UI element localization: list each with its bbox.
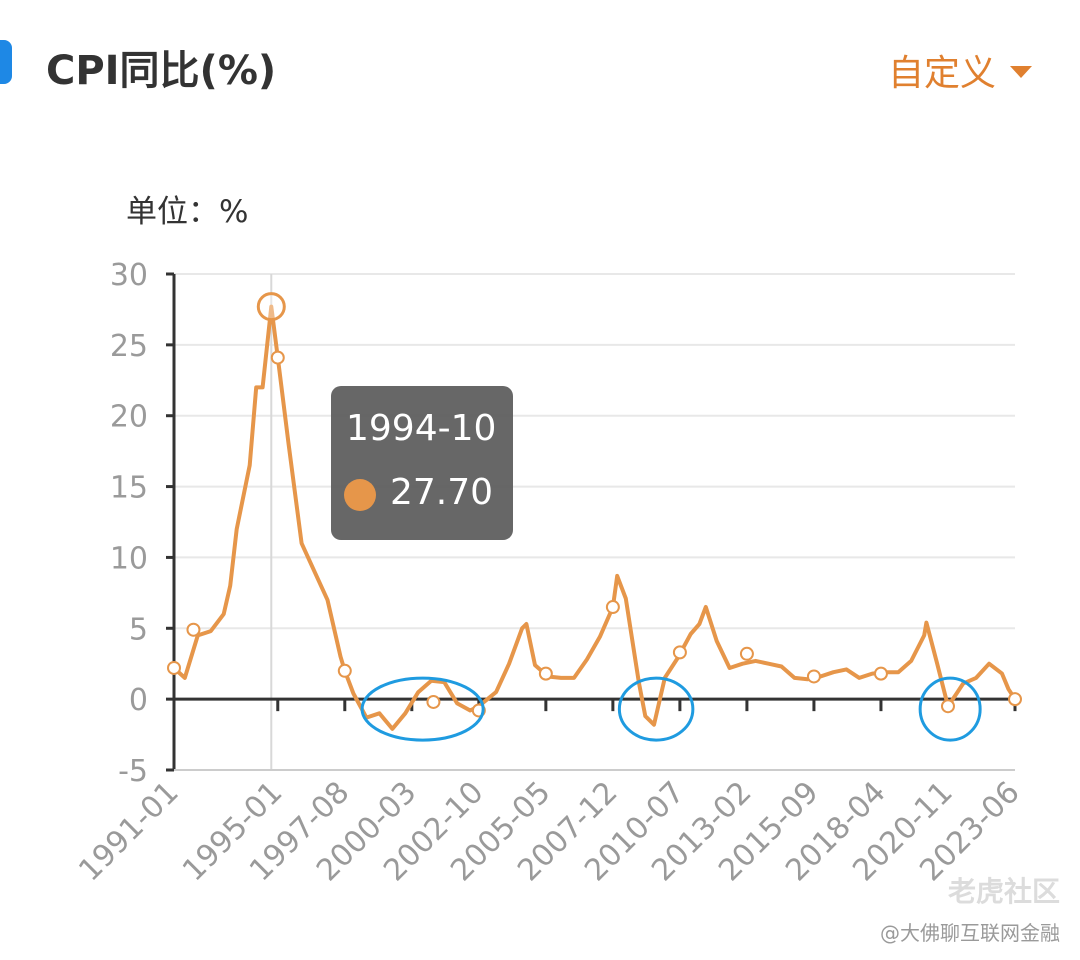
data-point-marker	[337, 663, 352, 678]
data-point-marker	[873, 666, 888, 681]
data-point-marker	[806, 669, 821, 684]
data-point-marker	[270, 350, 285, 365]
data-point-marker	[605, 600, 620, 615]
data-point-marker	[739, 646, 754, 661]
cpi-series-line	[172, 304, 1017, 731]
caret-down-icon	[1010, 66, 1032, 78]
data-point-marker	[167, 660, 181, 675]
deflation-highlight-ellipse	[918, 676, 982, 742]
watermark-source: @大佛聊互联网金融	[880, 921, 1060, 945]
tooltip-date: 1994-10	[346, 408, 497, 449]
tooltip-value: 27.70	[390, 472, 494, 513]
deflation-highlight-ellipse	[360, 676, 485, 742]
y-tick-label: 20	[110, 400, 148, 435]
data-tooltip: 1994-10 27.70	[331, 386, 513, 540]
y-tick-label: 0	[129, 683, 148, 718]
y-tick-label: 25	[110, 329, 148, 364]
data-point-marker	[672, 645, 687, 660]
data-point-marker	[186, 622, 201, 637]
highlighted-data-point	[256, 292, 286, 322]
y-tick-label: -5	[118, 754, 148, 789]
data-point-marker	[940, 699, 955, 714]
title-accent-bar	[0, 40, 12, 84]
y-tick-label: 10	[110, 541, 148, 576]
page-title: CPI同比(%)	[46, 48, 277, 94]
y-tick-label: 5	[129, 612, 148, 647]
custom-range-dropdown[interactable]: 自定义	[888, 44, 1032, 96]
data-point-marker	[426, 694, 441, 709]
data-point-marker	[538, 666, 553, 681]
y-tick-label: 15	[110, 471, 148, 506]
watermark-logo: 老虎社区	[947, 875, 1060, 908]
data-point-marker	[1008, 692, 1022, 707]
deflation-highlight-ellipse	[617, 676, 695, 742]
tooltip-series-dot-icon	[344, 479, 376, 511]
y-tick-label: 30	[110, 258, 148, 293]
custom-range-label: 自定义	[887, 53, 996, 94]
x-tick-label: 1991-01	[72, 775, 185, 888]
unit-label: 单位：%	[126, 194, 248, 230]
